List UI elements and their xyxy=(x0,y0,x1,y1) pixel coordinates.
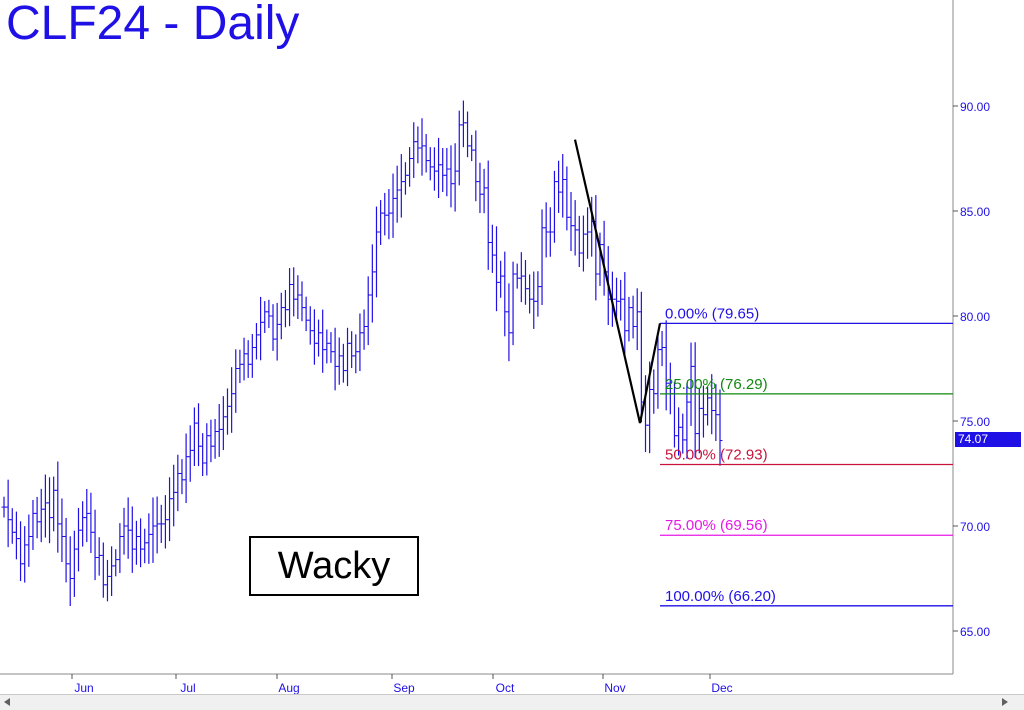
annotation-text: Wacky xyxy=(277,544,391,587)
x-tick-label: Dec xyxy=(711,681,732,695)
y-tick-label: 70.00 xyxy=(960,520,990,534)
fib-level-label: 75.00% (69.56) xyxy=(665,517,768,534)
last-price-tag: 74.07 xyxy=(955,432,1021,447)
x-tick-label: Sep xyxy=(393,681,415,695)
fib-level-label: 50.00% (72.93) xyxy=(665,446,768,463)
y-tick-label: 90.00 xyxy=(960,100,990,114)
fib-level-label: 25.00% (76.29) xyxy=(665,376,768,393)
y-tick-label: 85.00 xyxy=(960,205,990,219)
x-tick-label: Aug xyxy=(278,681,299,695)
y-tick-label: 75.00 xyxy=(960,415,990,429)
pattern-line xyxy=(638,323,662,424)
pattern-line xyxy=(573,139,642,424)
scroll-right-arrow-icon[interactable] xyxy=(1002,698,1008,706)
fib-level-label: 0.00% (79.65) xyxy=(665,305,759,322)
x-tick-label: Jun xyxy=(74,681,93,695)
chart-title: CLF24 - Daily xyxy=(6,0,300,50)
y-tick-label: 65.00 xyxy=(960,625,990,639)
horizontal-scrollbar[interactable] xyxy=(0,694,1024,710)
x-tick-label: Oct xyxy=(496,681,515,695)
fib-level-label: 100.00% (66.20) xyxy=(665,588,776,605)
y-tick-label: 80.00 xyxy=(960,310,990,324)
scroll-left-arrow-icon[interactable] xyxy=(4,698,10,706)
annotation-box: Wacky xyxy=(249,536,419,596)
x-tick-label: Nov xyxy=(604,681,625,695)
x-tick-label: Jul xyxy=(180,681,195,695)
